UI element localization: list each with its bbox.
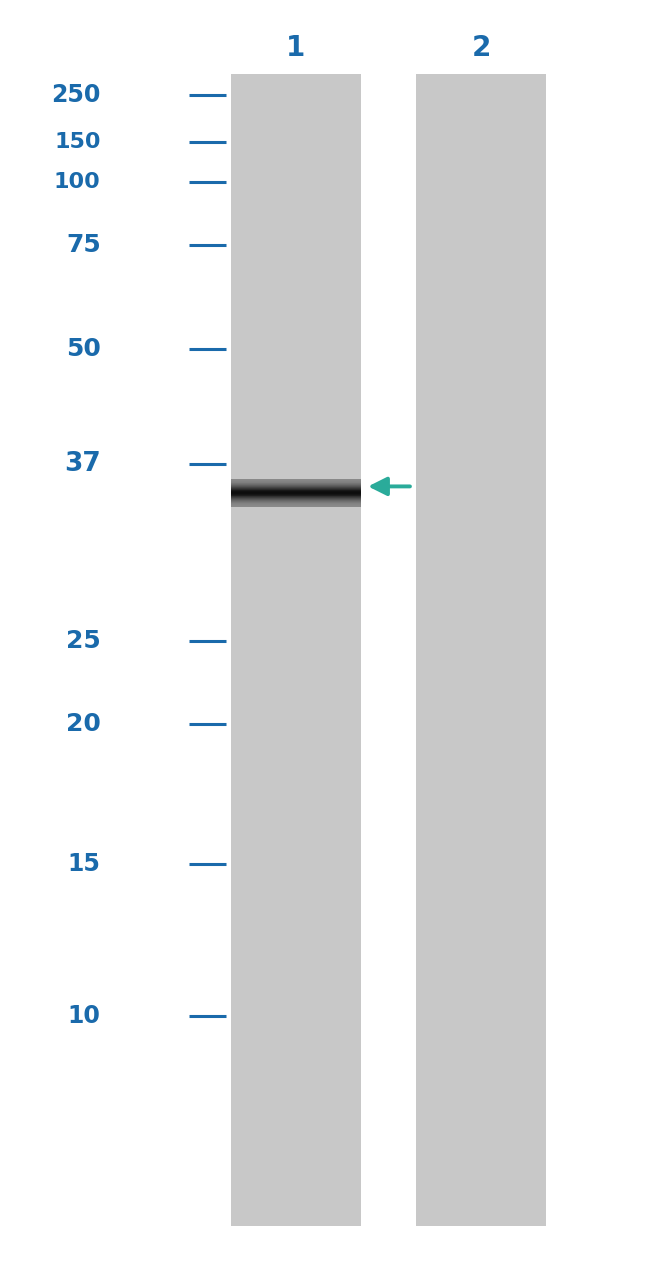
Text: 15: 15	[68, 852, 101, 875]
Text: 250: 250	[51, 84, 101, 107]
Text: 2: 2	[471, 34, 491, 62]
Text: 20: 20	[66, 712, 101, 735]
Text: 75: 75	[66, 234, 101, 257]
Text: 150: 150	[54, 132, 101, 152]
Bar	[231, 74, 361, 1226]
Text: 100: 100	[54, 171, 101, 192]
Text: 1: 1	[286, 34, 306, 62]
Text: 37: 37	[64, 451, 101, 476]
Text: 25: 25	[66, 630, 101, 653]
Text: 10: 10	[68, 1005, 101, 1027]
Text: 50: 50	[66, 338, 101, 361]
Bar	[416, 74, 546, 1226]
